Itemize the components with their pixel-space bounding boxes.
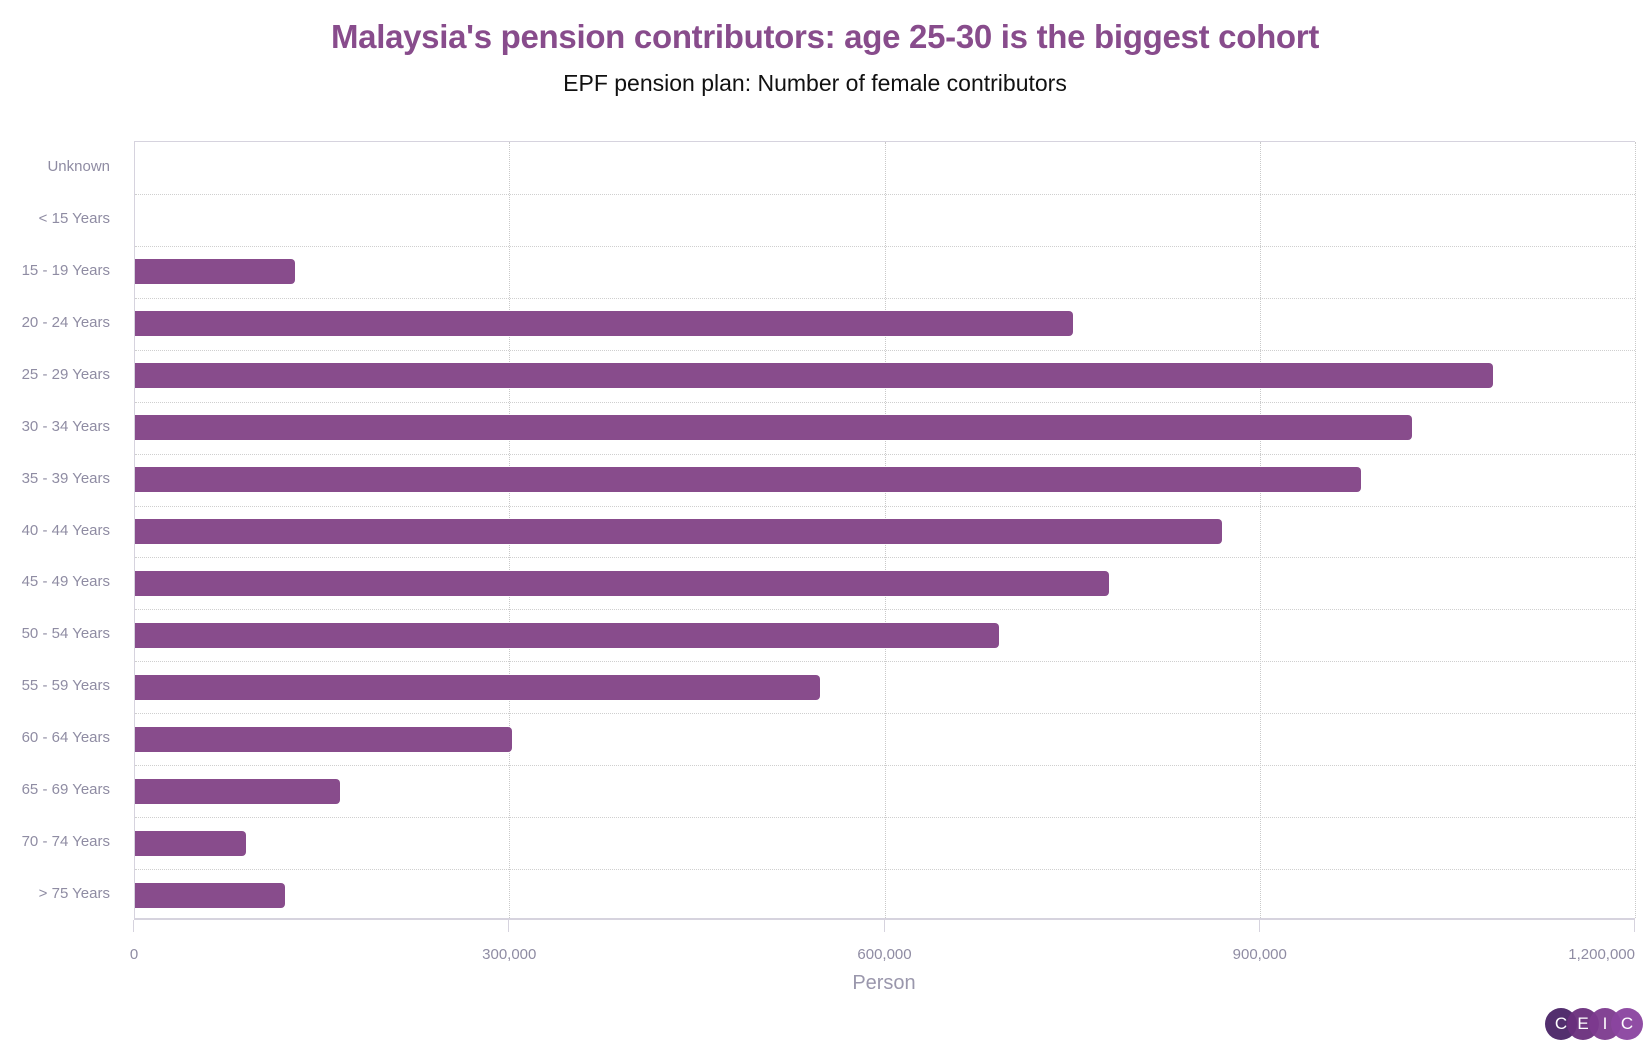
bar[interactable]: [135, 674, 821, 700]
bar[interactable]: [135, 311, 1074, 337]
horizontal-gridline: [135, 193, 1635, 195]
y-axis-label: 50 - 54 Years: [21, 625, 110, 643]
bar[interactable]: [135, 363, 1494, 389]
x-axis-tick-label: 300,000: [482, 946, 537, 963]
horizontal-gridline: [135, 453, 1635, 455]
y-axis-label: 45 - 49 Years: [21, 573, 110, 591]
logo-circle: C: [1611, 1008, 1643, 1040]
x-axis-tick-label: 0: [129, 946, 139, 963]
horizontal-gridline: [135, 869, 1635, 871]
y-axis-label: 35 - 39 Years: [21, 469, 110, 487]
y-axis-label: 55 - 59 Years: [21, 677, 110, 695]
bar[interactable]: [135, 830, 247, 856]
y-axis-label: 70 - 74 Years: [21, 833, 110, 851]
y-axis-label: 25 - 29 Years: [21, 365, 110, 383]
bar[interactable]: [135, 778, 341, 804]
bar[interactable]: [135, 467, 1361, 493]
bar[interactable]: [135, 726, 512, 752]
x-axis-title: Person: [852, 972, 916, 994]
bar[interactable]: [135, 570, 1110, 596]
bar[interactable]: [135, 882, 286, 908]
horizontal-gridline: [135, 297, 1635, 299]
y-axis-label: 65 - 69 Years: [21, 781, 110, 799]
horizontal-gridline: [135, 349, 1635, 351]
bar[interactable]: [135, 622, 1000, 648]
horizontal-gridline: [135, 817, 1635, 819]
horizontal-gridline: [135, 401, 1635, 403]
x-axis-tick: [133, 920, 134, 932]
horizontal-gridline: [135, 765, 1635, 767]
y-axis-label: > 75 Years: [38, 885, 110, 903]
x-axis-tick: [1634, 920, 1635, 932]
bar[interactable]: [135, 519, 1222, 544]
vertical-gridline: [1635, 142, 1636, 918]
y-axis-label: < 15 Years: [38, 209, 110, 227]
horizontal-gridline: [135, 609, 1635, 611]
plot-area: [134, 141, 1636, 920]
bar[interactable]: [135, 415, 1413, 441]
x-axis-tick-label: 900,000: [1232, 946, 1287, 963]
chart-title: Malaysia's pension contributors: age 25-…: [330, 18, 1320, 55]
y-axis-label: 40 - 44 Years: [21, 521, 110, 539]
x-axis-tick: [883, 920, 885, 932]
x-axis-tick: [1258, 920, 1260, 932]
vertical-gridline: [1259, 142, 1261, 918]
horizontal-gridline: [135, 713, 1635, 715]
horizontal-gridline: [135, 505, 1635, 507]
y-axis-label: 60 - 64 Years: [21, 729, 110, 747]
horizontal-gridline: [135, 661, 1635, 663]
y-axis-label: Unknown: [47, 157, 110, 175]
x-axis-tick: [508, 920, 510, 932]
y-axis-label: 30 - 34 Years: [21, 417, 110, 435]
x-axis-tick-label: 600,000: [857, 946, 912, 963]
chart-subtitle: EPF pension plan: Number of female contr…: [563, 70, 1067, 96]
horizontal-gridline: [135, 245, 1635, 247]
horizontal-gridline: [135, 557, 1635, 559]
y-axis-label: 20 - 24 Years: [21, 313, 110, 331]
bar[interactable]: [135, 259, 296, 285]
y-axis-label: 15 - 19 Years: [21, 261, 110, 279]
x-axis-tick-label: 1,200,000: [1568, 946, 1635, 963]
